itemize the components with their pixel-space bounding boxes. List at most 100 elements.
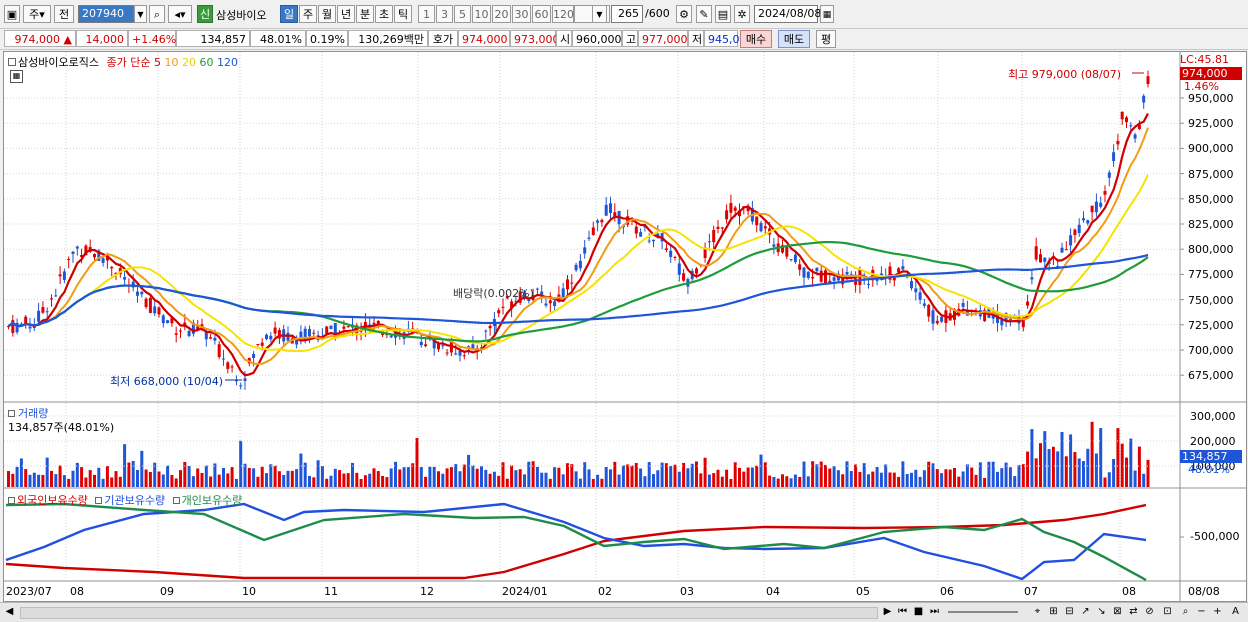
volume-bar	[716, 469, 720, 487]
amount-value: 130,269백만	[348, 30, 428, 47]
volume-bar	[277, 471, 281, 487]
volume-bar	[402, 467, 406, 487]
volume-bar	[746, 467, 750, 487]
sell-button[interactable]: 매도	[778, 30, 810, 48]
indicator-icon[interactable]: ⚙	[676, 5, 692, 23]
candle-body	[1064, 249, 1068, 251]
volume-bar	[669, 465, 673, 487]
interval-tab-6[interactable]: 60	[532, 5, 551, 23]
zoom-out-icon[interactable]: −	[1197, 606, 1206, 617]
count-input[interactable]: 265	[611, 5, 643, 23]
candle-body	[1008, 319, 1012, 321]
market-select[interactable]: 주▾	[23, 5, 51, 23]
volume-bar	[862, 463, 866, 487]
volume-bar	[1073, 451, 1077, 487]
volume-bar	[389, 468, 393, 487]
volume-bar	[1099, 428, 1103, 487]
volume-bar	[325, 478, 329, 487]
period-tab-3[interactable]: 년	[337, 5, 355, 23]
candle-body	[1030, 277, 1034, 280]
volume-bar	[286, 470, 290, 487]
volume-bar	[462, 464, 466, 487]
layout-icon[interactable]: ▣	[4, 5, 20, 23]
tool-icon-4[interactable]: ↗	[1081, 606, 1090, 617]
save-icon[interactable]: ▤	[715, 5, 731, 23]
volume-bar	[501, 462, 505, 487]
interval-dropdown-icon[interactable]: ▼	[592, 5, 607, 23]
date-input[interactable]: 2024/08/08	[754, 5, 821, 23]
price-chart-svg[interactable]	[4, 52, 1246, 601]
volume-bar	[776, 478, 780, 487]
scroll-left-icon[interactable]: ◀	[5, 606, 14, 617]
buy-button[interactable]: 매수	[740, 30, 772, 48]
zoom-search-icon[interactable]: ⌕	[1182, 606, 1189, 617]
candle-body	[432, 339, 436, 349]
volume-bar	[677, 471, 681, 487]
volume-bar	[690, 463, 694, 487]
forward-icon[interactable]: ⏭	[930, 606, 939, 617]
font-size-icon[interactable]: A	[1232, 606, 1239, 617]
volume-bar	[781, 474, 784, 487]
volume-bar	[368, 473, 372, 487]
stock-code-input[interactable]: 207940	[78, 5, 134, 23]
period-tab-4[interactable]: 분	[356, 5, 374, 23]
interval-tab-7[interactable]: 120	[552, 5, 574, 23]
candle-body	[729, 203, 733, 213]
eval-button[interactable]: 평	[816, 30, 836, 48]
tool-icon-7[interactable]: ⇄	[1129, 606, 1138, 617]
prev-button[interactable]: 전	[54, 5, 74, 23]
period-tab-2[interactable]: 월	[318, 5, 336, 23]
candle-body	[892, 276, 896, 281]
volume-bar	[578, 478, 582, 487]
volume-bar	[239, 440, 243, 487]
settings-icon[interactable]: ✲	[734, 5, 750, 23]
legend-stock-name: 삼성바이오로직스	[18, 56, 99, 69]
high-value: 977,000	[638, 30, 688, 47]
period-tab-1[interactable]: 주	[299, 5, 317, 23]
history-icon[interactable]: ◂▾	[168, 5, 192, 23]
tool-icon-6[interactable]: ⊠	[1113, 606, 1122, 617]
volume-bar	[699, 473, 703, 487]
candle-body	[561, 288, 565, 298]
draw-tool-icon[interactable]: ✎	[696, 5, 712, 23]
tool-icon-9[interactable]: ⊡	[1163, 606, 1172, 617]
horizontal-scrollbar[interactable]	[20, 607, 878, 619]
rewind-icon[interactable]: ⏮	[898, 606, 907, 617]
volume-bar	[905, 474, 909, 487]
calendar-icon[interactable]: ▦	[820, 5, 834, 23]
period-tab-5[interactable]: 초	[375, 5, 393, 23]
code-dropdown-icon[interactable]: ▼	[134, 5, 147, 23]
search-icon[interactable]: ⌕	[149, 5, 165, 23]
tool-icon-3[interactable]: ⊟	[1065, 606, 1074, 617]
tool-icon-5[interactable]: ↘	[1097, 606, 1106, 617]
period-tab-0[interactable]: 일	[280, 5, 298, 23]
volume-bar	[978, 462, 982, 487]
volume-bar	[1077, 458, 1081, 487]
tool-icon-8[interactable]: ⊘	[1145, 606, 1154, 617]
volume-bar	[664, 463, 668, 487]
interval-tab-5[interactable]: 30	[512, 5, 531, 23]
grid-toggle-icon[interactable]: ▦	[10, 70, 23, 83]
tool-icon-2[interactable]: ⊞	[1049, 606, 1058, 617]
volume-bar	[222, 467, 225, 487]
zoom-in-icon[interactable]: +	[1213, 606, 1222, 617]
volume-bar	[643, 476, 647, 487]
candle-body	[75, 246, 79, 249]
interval-tab-3[interactable]: 10	[472, 5, 491, 23]
candle-body	[1000, 319, 1004, 326]
time-tick: 08/08	[1188, 585, 1220, 598]
stop-icon[interactable]: ■	[913, 606, 924, 617]
tool-icon-1[interactable]: ⌖	[1034, 606, 1041, 617]
interval-tab-2[interactable]: 5	[454, 5, 471, 23]
volume-bar	[828, 468, 832, 487]
interval-tab-0[interactable]: 1	[418, 5, 435, 23]
zoom-slider[interactable]	[948, 611, 1018, 613]
volume-bar	[600, 478, 604, 487]
interval-tab-1[interactable]: 3	[436, 5, 453, 23]
scroll-right-icon[interactable]: ▶	[883, 606, 892, 617]
candle-body	[725, 210, 729, 220]
interval-tab-4[interactable]: 20	[492, 5, 511, 23]
period-tab-6[interactable]: 틱	[394, 5, 412, 23]
candle-body	[540, 291, 544, 295]
candle-body	[209, 337, 213, 339]
